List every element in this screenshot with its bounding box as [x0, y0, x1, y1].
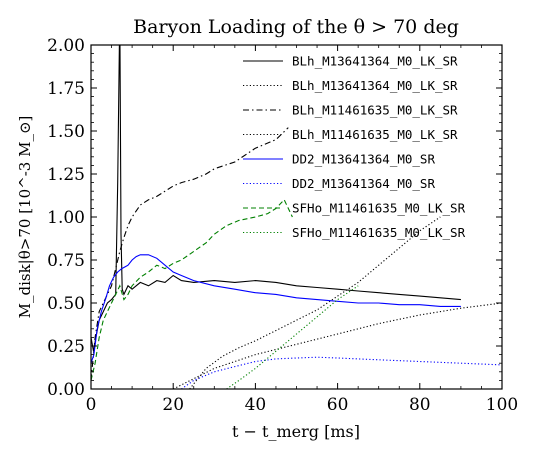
x-tick-label: 100 — [486, 395, 518, 415]
legend-label-4: DD2_M13641364_M0_SR — [292, 152, 435, 167]
plot-frame — [90, 44, 503, 390]
x-tick-label: 40 — [245, 395, 267, 415]
legend-label-1: BLh_M13641364_M0_LK_SR — [292, 78, 458, 93]
y-tick-label: 0.50 — [47, 294, 85, 314]
y-tick-label: 1.25 — [47, 165, 85, 185]
legend-label-3: BLh_M11461635_M0_LK_SR — [292, 127, 458, 142]
legend: BLh_M13641364_M0_LK_SR BLh_M13641364_M0_L… — [243, 54, 466, 240]
ticks-layer — [90, 44, 503, 390]
y-tick-label: 1.75 — [47, 79, 85, 99]
x-tick-label: 0 — [86, 395, 97, 415]
x-axis-label: t − t_merg [ms] — [232, 422, 360, 441]
series-layer — [91, 45, 502, 389]
legend-label-2: BLh_M11461635_M0_LK_SR — [292, 103, 458, 118]
chart-title: Baryon Loading of the θ > 70 deg — [133, 16, 459, 38]
series-line-6 — [91, 198, 293, 381]
legend-label-5: DD2_M13641364_M0_SR — [292, 176, 435, 191]
y-tick-label: 2.00 — [47, 36, 85, 56]
x-tick-label: 80 — [409, 395, 431, 415]
series-line-3 — [172, 302, 502, 389]
y-tick-labels: 0.00 0.25 0.50 0.75 1.00 1.25 1.50 1.75 2.00 — [47, 36, 85, 400]
y-axis-label: M_disk|θ>70 [10^-3 M_⊙] — [16, 116, 34, 319]
y-tick-label: 0.75 — [47, 251, 85, 271]
series-line-1 — [189, 216, 441, 389]
series-line-0 — [91, 45, 461, 352]
legend-label-7: SFHo_M11461635_M0_LK_SR — [292, 225, 466, 240]
x-tick-label: 60 — [327, 395, 349, 415]
y-tick-label: 1.50 — [47, 122, 85, 142]
x-tick-label: 20 — [162, 395, 184, 415]
legend-label-6: SFHo_M11461635_M0_LK_SR — [292, 201, 466, 216]
y-tick-label: 0.00 — [47, 380, 85, 400]
x-tick-labels: 0 20 40 60 80 100 — [86, 395, 519, 415]
y-tick-label: 0.25 — [47, 337, 85, 357]
series-line-4 — [91, 254, 461, 364]
legend-label-0: BLh_M13641364_M0_LK_SR — [292, 54, 458, 69]
series-line-7 — [226, 285, 359, 389]
y-tick-label: 1.00 — [47, 208, 85, 228]
series-line-5 — [181, 356, 502, 389]
